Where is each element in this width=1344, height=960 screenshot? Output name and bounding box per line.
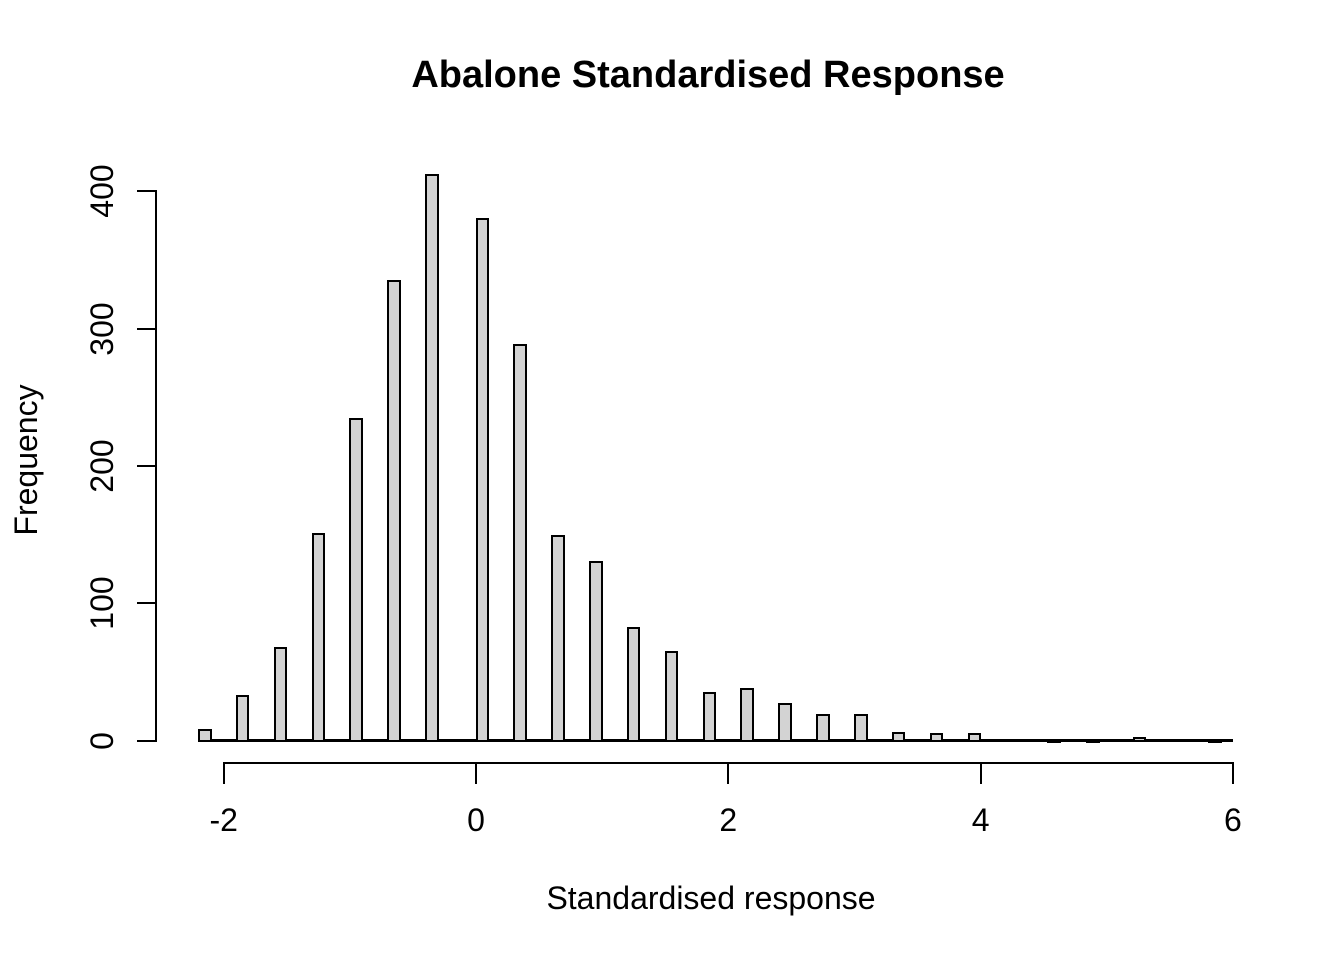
histogram-bar: [235, 694, 250, 742]
histogram-bar: [740, 687, 754, 742]
histogram-bar: [702, 691, 717, 742]
y-axis-line: [155, 190, 157, 742]
histogram-bar: [929, 733, 944, 742]
histogram-bar: [1208, 738, 1222, 743]
x-axis-title: Standardised response: [546, 880, 876, 916]
y-axis-title: Frequency: [8, 384, 44, 536]
histogram-bar: [513, 344, 527, 742]
y-tick: [137, 739, 155, 742]
histogram-bar: [1086, 738, 1100, 743]
y-tick-label: 300: [84, 301, 120, 356]
y-tick-label: 100: [84, 576, 120, 630]
chart-title: Abalone Standardised Response: [411, 54, 1005, 96]
histogram-bar: [1132, 737, 1147, 742]
histogram-bar: [1047, 738, 1061, 743]
histogram-bar: [425, 173, 439, 742]
y-tick: [137, 464, 155, 467]
histogram-bar: [778, 702, 792, 742]
x-tick: [222, 764, 225, 784]
histogram-bar: [311, 532, 326, 742]
x-tick-label: 2: [719, 802, 738, 838]
y-tick-label: 400: [84, 164, 120, 218]
histogram-bar: [551, 535, 565, 742]
x-axis-line: [222, 762, 1234, 764]
y-tick: [137, 327, 155, 330]
x-tick: [979, 764, 982, 784]
histogram-bar: [475, 217, 490, 742]
x-tick-label: 0: [467, 802, 485, 838]
histogram-bar: [198, 729, 212, 742]
histogram-bar: [273, 646, 288, 742]
histogram-bar: [664, 650, 679, 742]
x-tick: [1231, 764, 1234, 784]
x-tick-label: -2: [209, 802, 238, 838]
histogram-bar: [967, 733, 982, 742]
histogram-bar: [626, 627, 641, 742]
x-tick: [475, 764, 477, 784]
x-tick: [727, 764, 730, 784]
y-tick-label: 0: [84, 731, 120, 750]
histogram-bar: [387, 279, 401, 742]
x-tick-label: 4: [971, 802, 990, 838]
y-tick: [137, 602, 155, 605]
y-tick: [137, 190, 155, 193]
histogram-bar: [589, 561, 603, 742]
x-tick-label: 6: [1223, 802, 1242, 838]
histogram-bar: [891, 731, 906, 742]
histogram-bar: [816, 713, 830, 742]
histogram-bar: [854, 713, 868, 742]
y-tick-label: 200: [84, 439, 120, 493]
histogram-bar: [349, 418, 363, 742]
